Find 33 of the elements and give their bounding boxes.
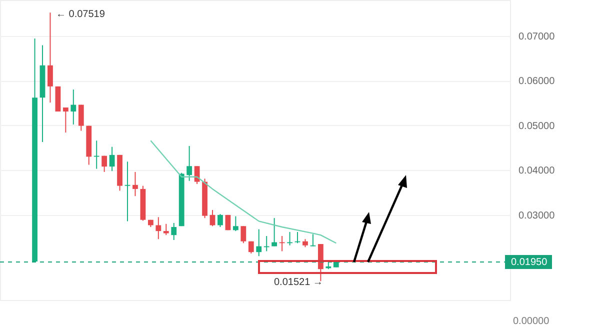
candlestick: [256, 228, 262, 257]
candlestick: [48, 12, 53, 104]
y-tick-label: 0.07000: [518, 31, 556, 42]
candlestick: [171, 222, 177, 240]
candlestick: [218, 214, 223, 228]
candlestick: [240, 226, 246, 244]
candlestick: [163, 223, 169, 236]
annotation: ← 0.07519: [56, 9, 105, 20]
text: 0.00000: [513, 316, 550, 327]
y-tick-label: 0.05000: [518, 120, 556, 132]
candlestick: [248, 240, 254, 254]
candlestick: [109, 146, 115, 172]
candlestick: [156, 216, 162, 240]
candlestick: [310, 234, 316, 247]
candlestick: [210, 210, 216, 227]
candlestick: [186, 145, 192, 182]
candlestick: [272, 218, 278, 247]
candlestick: [70, 89, 76, 125]
ref-line-label: 0.01950: [511, 256, 548, 268]
candlestick: [124, 161, 130, 222]
line-series: [150, 140, 337, 244]
candlestick: [194, 166, 200, 185]
y-tick-label: 0.03000: [518, 210, 556, 222]
candlestick: [132, 171, 138, 197]
annotation: 0.01521 →: [274, 277, 323, 288]
candlestick: [78, 104, 84, 132]
candlestick: [62, 106, 68, 134]
y-tick-label: 0.06000: [518, 76, 556, 88]
y-tick-label: 0.04000: [518, 166, 556, 177]
candlestick: [287, 231, 292, 246]
candlestick: [232, 216, 238, 232]
candlestick: [102, 155, 108, 172]
candlestick: [279, 235, 285, 252]
